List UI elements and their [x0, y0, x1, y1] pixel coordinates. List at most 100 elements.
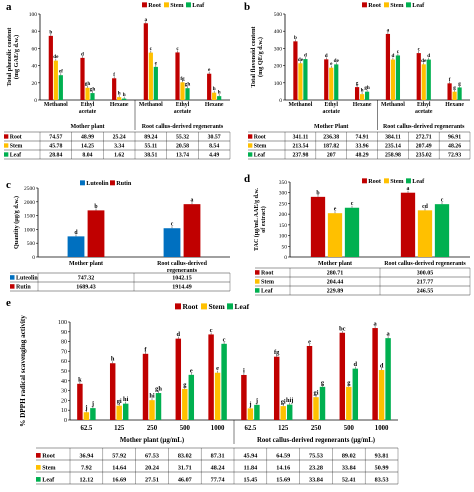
y-tick-label: 2000: [24, 200, 35, 206]
table-cell: 258.98: [385, 153, 401, 159]
table-cell: 45.78: [49, 144, 62, 150]
table-cell: 30.57: [208, 135, 221, 141]
significance-letter: de: [334, 58, 340, 64]
bar-stem: [329, 67, 334, 100]
x-tick-label: Mother plant: [69, 261, 103, 267]
significance-letter: h: [361, 88, 364, 94]
table-cell: 14.64: [112, 465, 126, 472]
legend-swatch: [164, 2, 169, 8]
x-tick-label: 1000: [375, 425, 389, 432]
bar-stem: [417, 210, 433, 257]
bar-root: [241, 374, 247, 420]
bar-stem: [180, 82, 185, 100]
table-cell: 50.99: [375, 465, 389, 472]
significance-letter: b: [294, 35, 297, 41]
significance-letter: de: [53, 54, 59, 60]
x-tick-label: 62.5: [244, 425, 256, 432]
y-axis-label: (mg QE/g d.w.): [257, 37, 264, 77]
table-row-label: Leaf: [261, 289, 274, 295]
y-tick-label: 500: [274, 12, 283, 18]
table-row-label: Luteolin: [16, 276, 38, 282]
x-tick-label: 250: [311, 425, 322, 432]
table-cell: 45.94: [243, 453, 257, 460]
y-tick-label: 100: [29, 12, 38, 18]
significance-letter: b: [49, 29, 52, 35]
y-tick-label: 40: [61, 379, 67, 385]
y-tick-label: 50: [61, 369, 67, 375]
table-cell: 74.57: [49, 135, 62, 141]
table-cell: 217.77: [417, 280, 434, 286]
significance-letter: gh: [90, 87, 96, 93]
bar-stem: [359, 94, 365, 100]
significance-letter: g: [183, 381, 187, 388]
bar-root: [207, 73, 212, 100]
significance-letter: de: [298, 57, 304, 63]
y-axis-label: Total phenolic content: [6, 27, 13, 86]
bars: d c b a: [67, 198, 201, 257]
table-cell: 13.74: [176, 153, 189, 159]
x-tick-label: 125: [114, 425, 125, 432]
significance-letter: a: [191, 198, 194, 204]
table-cell: 75.53: [309, 453, 323, 460]
y-axis-label: of extract): [260, 206, 267, 232]
y-tick-label: 0: [284, 255, 287, 261]
significance-letter: a: [145, 17, 148, 23]
significance-letter: j: [248, 401, 251, 408]
y-tick-label: 60: [61, 359, 67, 365]
legend-entry-rutin: Rutin: [116, 180, 132, 187]
bar-leaf: [385, 338, 391, 420]
bar-stem: [452, 91, 457, 100]
significance-letter: h: [111, 356, 115, 363]
table-row-swatch: [36, 453, 41, 458]
significance-letter: gh: [364, 85, 370, 91]
table-cell: 300.05: [417, 271, 434, 277]
x-tick-label: Ethyl: [81, 102, 95, 108]
data-table: Luteolin 747.32 1042.15 Rutin 1689.43 1914.49: [10, 272, 231, 292]
table-cell: 272.71: [416, 135, 432, 141]
significance-letter: a: [373, 321, 377, 328]
table-cell: 207.49: [416, 144, 432, 150]
significance-letter: d: [74, 230, 78, 236]
table-cell: 57.92: [112, 453, 126, 460]
table-cell: 33.84: [342, 465, 356, 472]
x-tick-label: Ethyl: [417, 102, 431, 108]
group-label: Root callus-derived regenerants: [142, 124, 224, 130]
data-table: Root 36.94 57.92 67.53 83.02 87.31 45.94 64.59 7…: [36, 447, 399, 485]
bar-leaf: [364, 91, 370, 100]
x-tick-label: Methanol: [288, 102, 312, 108]
y-tick-label: 20: [32, 81, 38, 87]
x-tick-label: Hexane: [205, 102, 224, 108]
bar-stem: [390, 59, 396, 100]
table-cell: 23.28: [309, 465, 323, 472]
table-cell: 8.04: [82, 153, 92, 159]
table-row-label: Root: [42, 453, 56, 460]
x-tick-label: Root callus-derived: [157, 261, 207, 267]
table-cell: 48.26: [448, 144, 461, 150]
bar-root: [400, 192, 416, 257]
bars: b a e cd c c: [310, 186, 450, 257]
legend-entry-root: Root: [368, 178, 382, 185]
significance-letter: gi: [314, 390, 319, 397]
x-tick-label: 250: [147, 425, 158, 432]
bar-stem: [117, 97, 122, 100]
legend-entry-leaf: Leaf: [235, 302, 250, 311]
bar-stem: [421, 64, 426, 100]
bar-stem: [83, 412, 90, 420]
y-tick-label: 90: [61, 330, 67, 336]
bar-root: [306, 345, 313, 420]
table-row-swatch: [36, 477, 41, 482]
x-tick-labels: Mother plant Root callus-derived regenera…: [318, 261, 466, 267]
legend: Luteolin Rutin: [80, 180, 132, 187]
legend-swatch: [227, 303, 233, 310]
significance-letter: j: [255, 397, 258, 404]
table-row-swatch: [248, 143, 253, 148]
y-tick-label: 2500: [24, 186, 35, 192]
bar-root: [80, 57, 85, 100]
legend-entry-leaf: Leaf: [412, 2, 425, 9]
x-tick-label: Hexane: [353, 102, 372, 108]
table-cell: 15.45: [243, 477, 257, 484]
bar-leaf: [122, 403, 129, 420]
bar-stem: [327, 213, 343, 257]
bar-leaf: [221, 343, 227, 420]
